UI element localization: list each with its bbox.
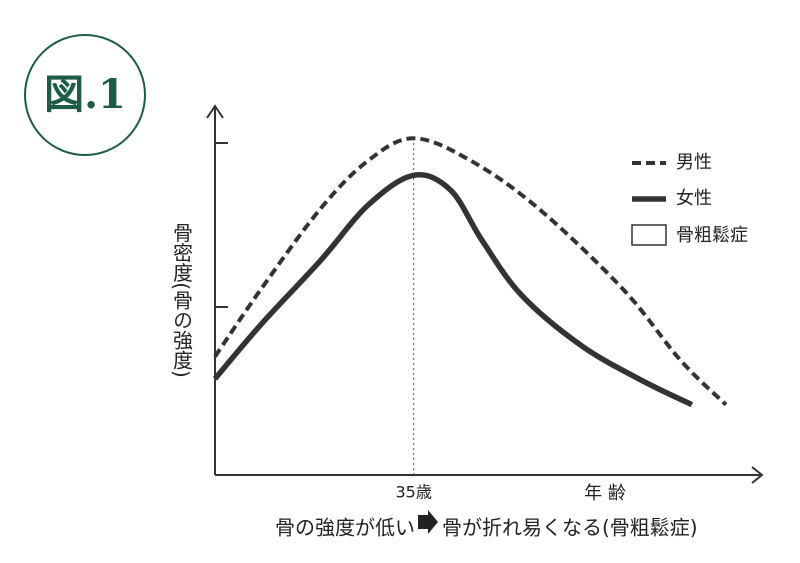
y-label: 骨密度(骨の強度) [170,222,194,378]
badge-circle [24,34,146,156]
figure-label: 図.1 [44,71,126,118]
legend-box [631,224,667,246]
x-label: 年 齢 [584,483,626,504]
x-tick-label: 35歳 [396,483,432,502]
series-line [213,136,728,407]
x-arrow [751,466,764,484]
caption: 骨の強度が低い [275,516,415,540]
legend-label: 骨粗鬆症 [676,224,748,246]
series-line [212,172,694,408]
legend-label: 男性 [676,152,712,173]
legend-label: 女性 [676,188,712,209]
y-arrow [206,104,224,119]
caption: 骨が折れ易くなる(骨粗鬆症) [442,516,698,540]
caption-arrow [418,510,438,534]
